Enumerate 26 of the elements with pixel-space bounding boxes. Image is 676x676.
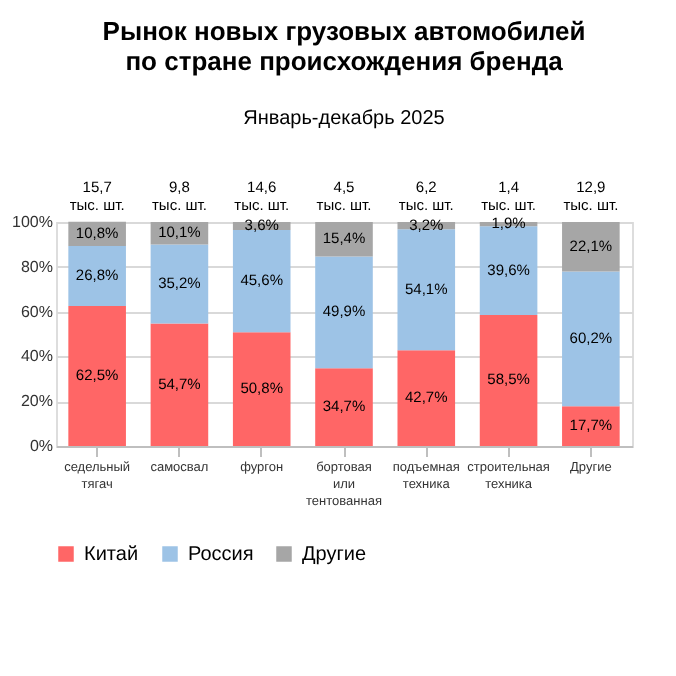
y-tick-label: 60% xyxy=(20,302,53,321)
legend-label: Другие xyxy=(302,544,367,566)
y-tick-label: 40% xyxy=(20,347,53,366)
y-tick-label: 80% xyxy=(20,257,53,276)
bar xyxy=(562,222,620,272)
legend-label: Китай xyxy=(84,544,139,566)
bar xyxy=(315,368,373,446)
bar xyxy=(479,226,538,315)
bar xyxy=(397,350,456,446)
y-tick-label: 0% xyxy=(29,437,53,455)
bar xyxy=(150,323,209,446)
bar xyxy=(232,230,291,333)
y-tick-label: 20% xyxy=(20,392,53,411)
bar xyxy=(232,332,291,446)
bar xyxy=(397,229,456,351)
bar xyxy=(315,256,373,369)
chart-subtitle: Январь-декабрь 2025 xyxy=(243,108,446,130)
bar xyxy=(479,314,538,446)
legend-label: Россия xyxy=(188,544,254,566)
bar xyxy=(562,406,620,446)
y-tick-label: 100% xyxy=(12,213,53,231)
bar xyxy=(68,306,126,446)
bar xyxy=(68,245,126,306)
chart-title: Рынок новых грузовых автомобилей по стране происхождения бренда xyxy=(102,16,586,76)
bar xyxy=(150,244,209,324)
bar xyxy=(562,271,620,407)
